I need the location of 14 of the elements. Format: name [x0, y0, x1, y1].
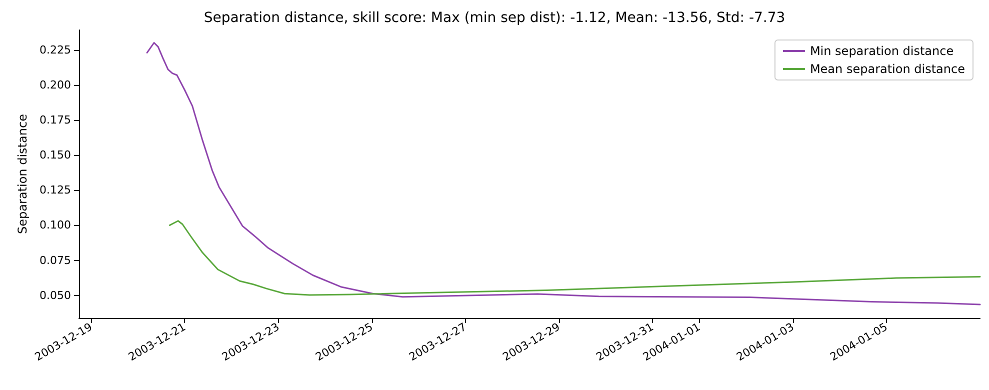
legend-label: Mean separation distance: [810, 62, 966, 76]
line-series: [169, 220, 981, 296]
y-tick-label: 0.175: [40, 114, 71, 127]
y-tick-label: 0.050: [40, 288, 71, 302]
y-tick-label: 0.150: [40, 148, 71, 162]
y-tick-label: 0.075: [40, 254, 71, 267]
legend-label: Min separation distance: [810, 44, 954, 58]
line-series: [146, 42, 981, 306]
y-tick-label: 0.225: [40, 44, 71, 57]
chart-title: Separation distance, skill score: Max (min sep dist): -1.12, Mean: -13.56, Std: -7.73: [204, 10, 786, 26]
y-tick-label: 0.200: [40, 78, 71, 92]
y-tick-label: 0.125: [40, 184, 71, 197]
y-tick-label: 0.100: [40, 218, 71, 232]
y-axis-title: Separation distance: [16, 114, 30, 234]
